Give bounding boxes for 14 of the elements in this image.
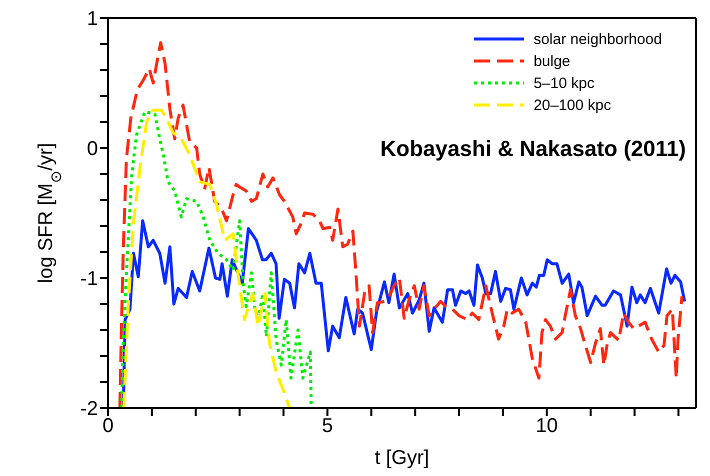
x-tick-label: 10 — [536, 415, 558, 438]
y-tick-label: -1 — [80, 268, 98, 290]
legend-label: solar neighborhood — [534, 30, 662, 48]
legend-label: bulge — [534, 52, 570, 70]
y-tick-label: 0 — [86, 138, 98, 160]
legend-label: 5–10 kpc — [534, 74, 594, 92]
annotation: Kobayashi & Nakasato (2011) — [380, 136, 686, 162]
y-tick-label: -2 — [80, 398, 98, 420]
y-tick-label: 1 — [86, 8, 98, 30]
x-axis-title: t [Gyr] — [374, 447, 430, 469]
x-tick-label: 5 — [322, 415, 333, 438]
legend-label: 20–100 kpc — [534, 96, 612, 114]
line-series — [122, 219, 686, 407]
x-tick-label: 0 — [102, 415, 114, 438]
